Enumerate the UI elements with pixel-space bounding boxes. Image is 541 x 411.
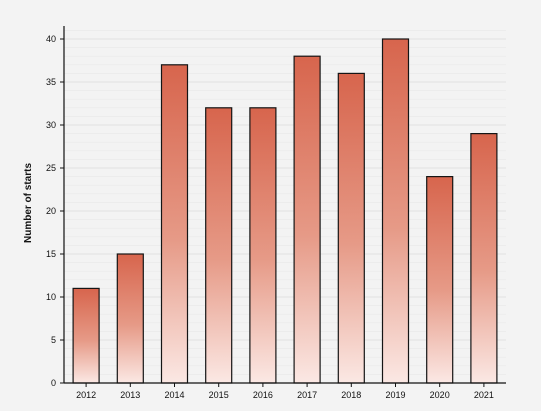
x-tick-label-2013: 2013 [120,390,140,400]
x-tick-label-2015: 2015 [209,390,229,400]
y-tick-label-35: 35 [46,77,56,87]
bar-2015 [205,107,233,384]
bar-2021 [470,133,498,384]
bar-2017 [293,55,321,384]
x-tick-label-2021: 2021 [474,390,494,400]
y-tick-label-15: 15 [46,249,56,259]
bar-2019 [381,38,410,384]
y-tick-label-5: 5 [51,335,56,345]
x-tick-label-2020: 2020 [430,390,450,400]
y-tick-label-10: 10 [46,292,56,302]
x-tick-label-2012: 2012 [76,390,96,400]
y-tick-label-25: 25 [46,163,56,173]
y-tick-label-0: 0 [51,378,56,388]
y-tick-label-40: 40 [46,34,56,44]
axes-layer [60,26,506,387]
bar-2012 [72,287,100,384]
bar-2013 [116,253,144,384]
y-tick-label-30: 30 [46,120,56,130]
x-tick-label-2019: 2019 [385,390,405,400]
bar-2018 [337,72,365,384]
y-axis-title: Number of starts [23,163,34,243]
bar-2020 [426,176,454,384]
bar-2016 [249,107,277,384]
x-tick-label-2018: 2018 [341,390,361,400]
bars-layer [72,38,498,384]
y-tick-label-20: 20 [46,206,56,216]
labels-layer: 2012 2013 2014 2015 2016 2017 2018 2019 2020 2021… [46,34,494,400]
x-tick-label-2014: 2014 [164,390,184,400]
x-tick-label-2016: 2016 [253,390,273,400]
bar-2014 [160,64,189,384]
x-tick-label-2017: 2017 [297,390,317,400]
